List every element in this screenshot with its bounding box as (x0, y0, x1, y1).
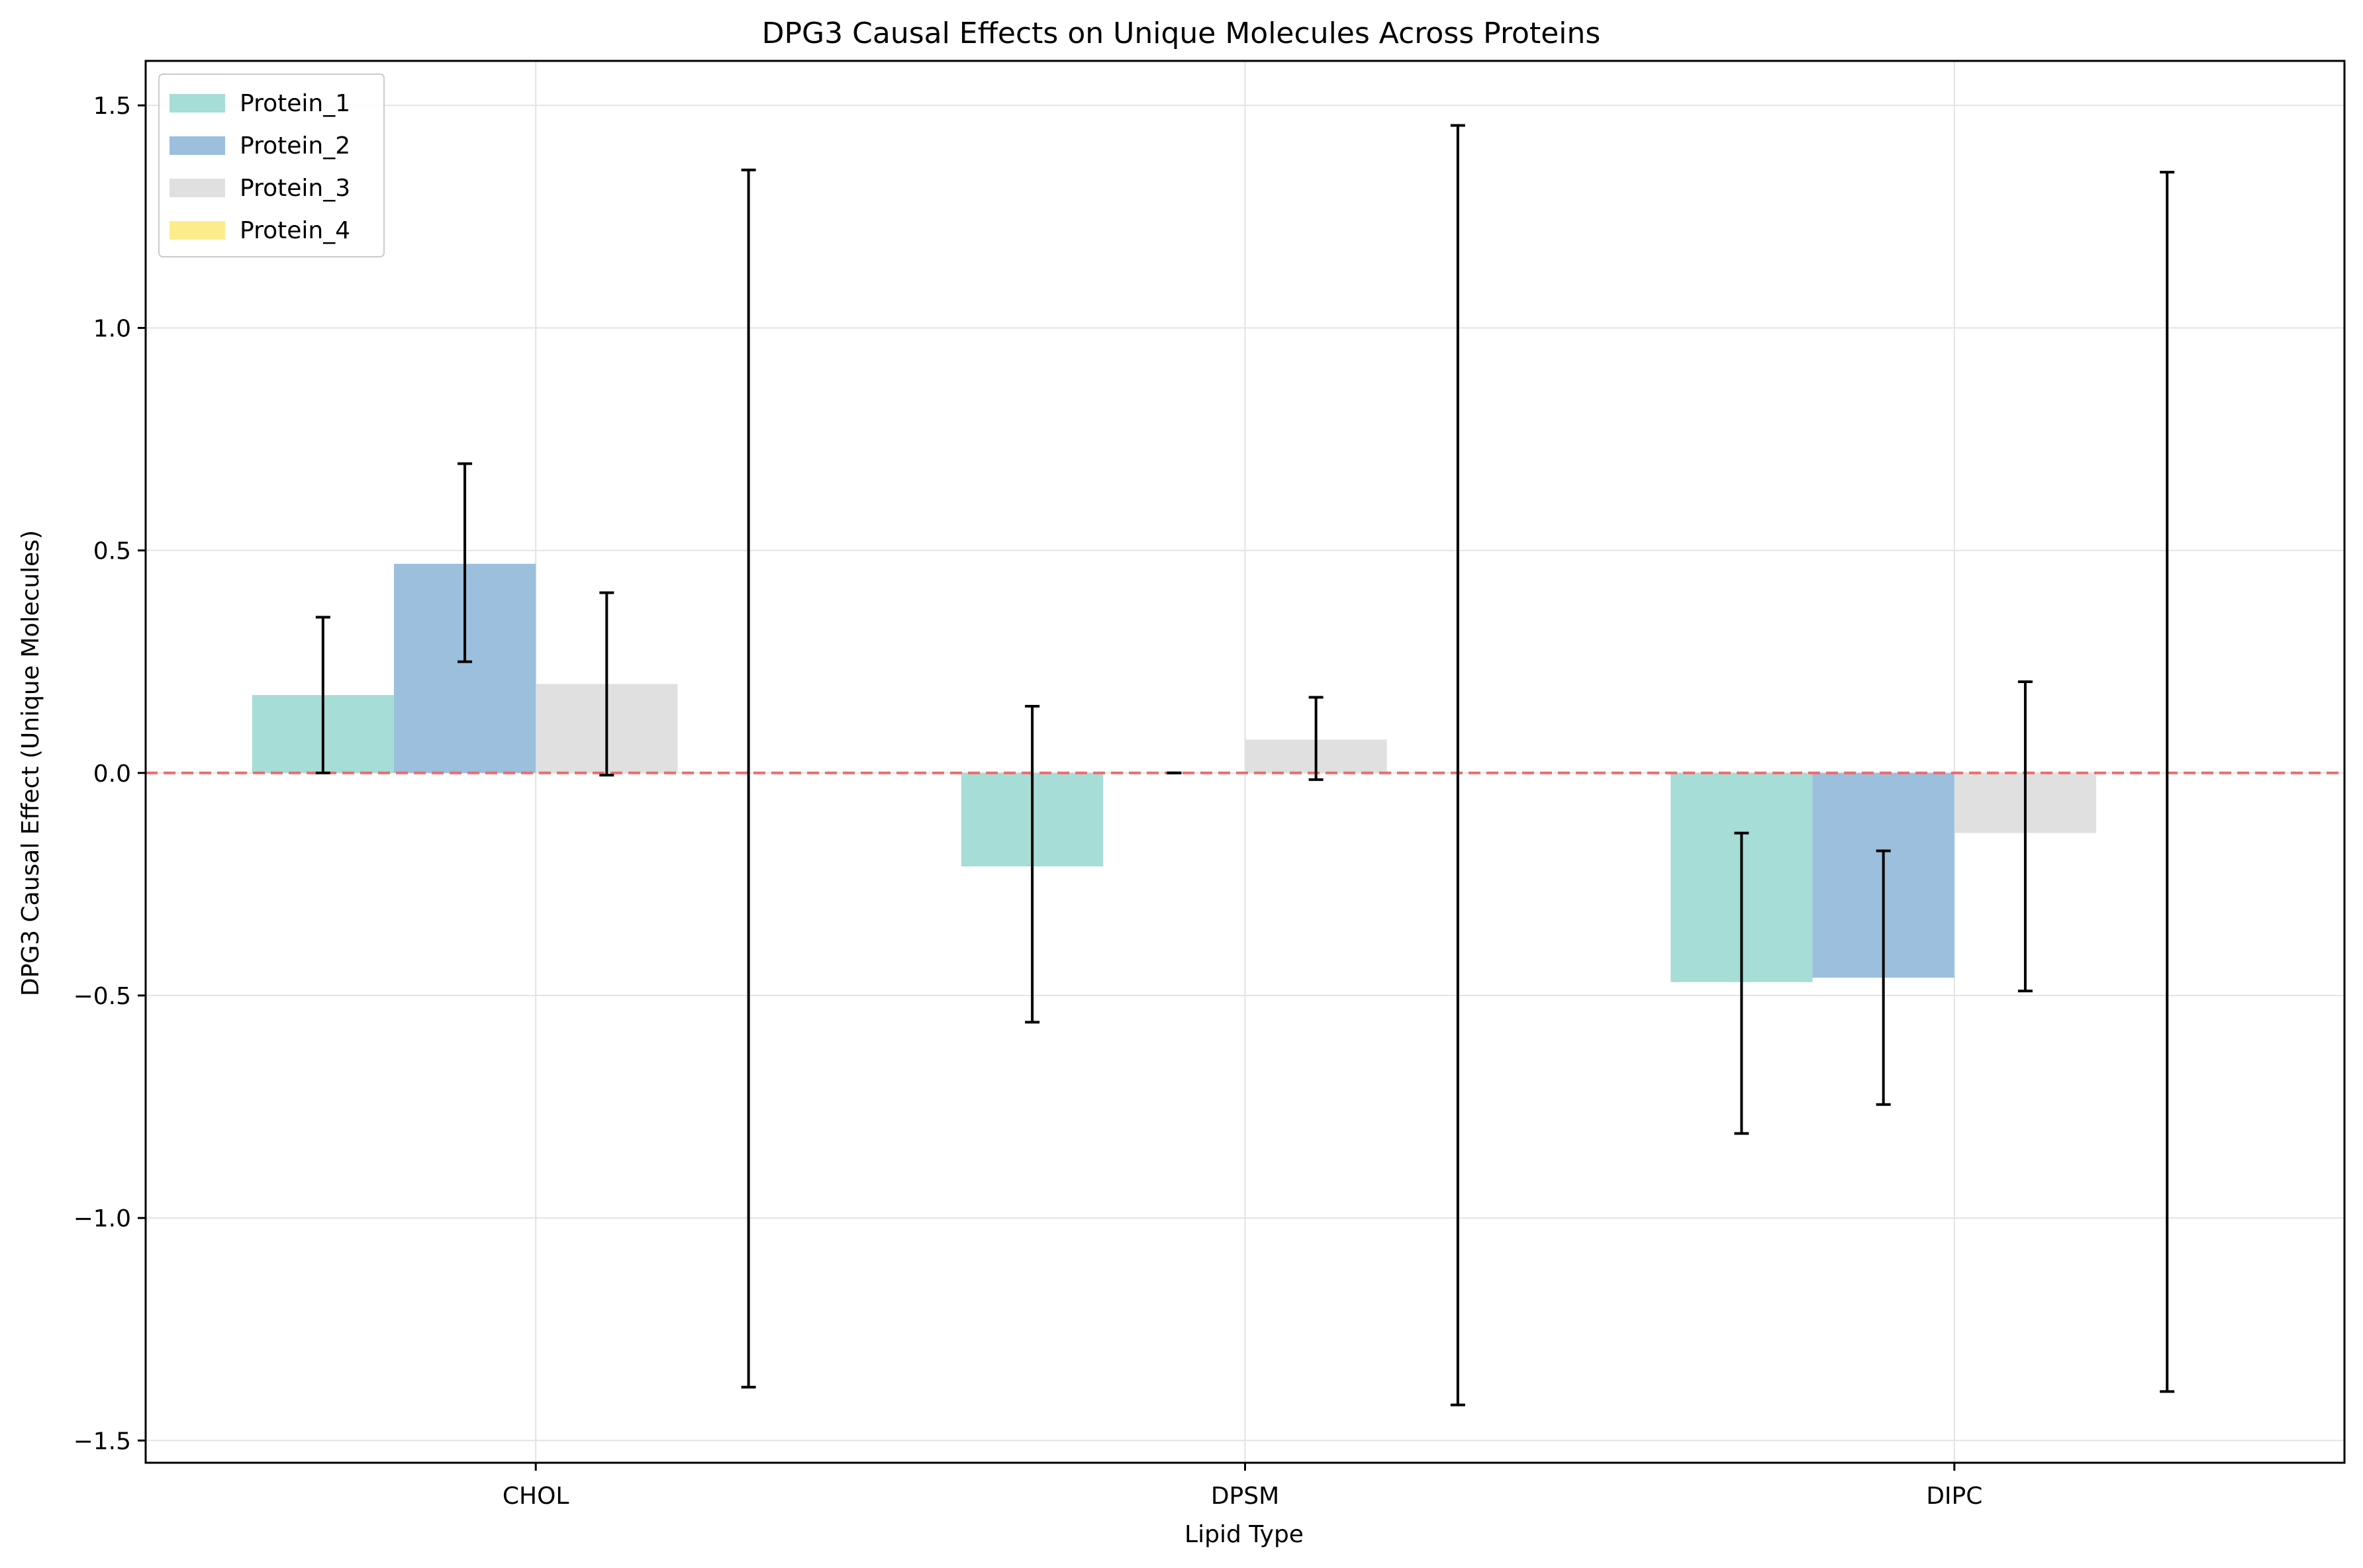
error-bar-protein-1-chol (315, 616, 330, 774)
x-axis-label: Lipid Type (1184, 1521, 1304, 1548)
error-bar-protein-1-dipc (1734, 831, 1749, 1135)
error-bar-protein-3-dpsm (1308, 696, 1324, 781)
error-bar-protein-1-dpsm (1025, 704, 1040, 1024)
y-tick-label: −1.0 (73, 1205, 131, 1232)
legend-box (158, 73, 385, 257)
error-bar-protein-4-chol (741, 168, 756, 1389)
y-tick-label: −1.5 (73, 1428, 131, 1455)
y-tick-label: 0.5 (93, 538, 131, 565)
error-bar-protein-2-dipc (1876, 849, 1891, 1106)
grid-layer (146, 61, 2344, 1463)
legend-label: Protein_1 (240, 90, 350, 117)
chart-title: DPG3 Causal Effects on Unique Molecules … (762, 17, 1601, 50)
error-bars-layer (315, 124, 2175, 1407)
legend-label: Protein_3 (240, 175, 350, 202)
error-bar-protein-4-dipc (2160, 171, 2175, 1393)
x-tick-label: DIPC (1926, 1483, 1982, 1510)
legend-label: Protein_2 (240, 132, 350, 160)
error-bar-protein-3-dipc (2017, 680, 2033, 993)
legend-label: Protein_4 (240, 217, 350, 244)
x-tick-label: CHOL (503, 1483, 569, 1510)
error-bar-protein-4-dpsm (1450, 124, 1465, 1407)
error-bar-protein-3-chol (599, 591, 614, 777)
legend-swatch (169, 179, 225, 197)
x-tick-label: DPSM (1211, 1483, 1279, 1510)
y-tick-label: −0.5 (73, 983, 131, 1010)
legend-swatch (169, 221, 225, 240)
legend-swatch (169, 94, 225, 113)
y-tick-label: 1.5 (93, 93, 131, 120)
error-bar-protein-2-chol (458, 462, 473, 663)
legend: Protein_1 Protein_2 Protein_3 Protein_4 (158, 73, 385, 257)
y-tick-label: 0.0 (93, 761, 131, 788)
y-tick-label: 1.0 (93, 315, 131, 342)
y-axis-label: DPG3 Causal Effect (Unique Molecules) (17, 530, 44, 996)
legend-swatch (169, 136, 225, 155)
ticks-layer: −1.5 −1.0 −0.5 0.0 0.5 1.0 1.5 CHOL DPSM DIPC (73, 93, 1983, 1510)
